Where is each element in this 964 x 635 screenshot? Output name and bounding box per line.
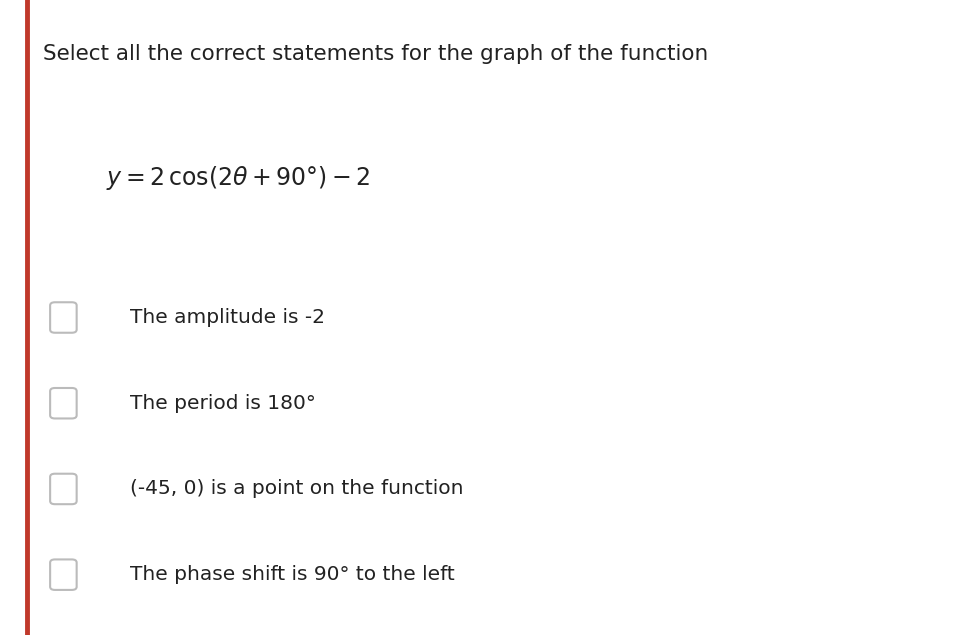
Text: The phase shift is 90° to the left: The phase shift is 90° to the left bbox=[130, 565, 455, 584]
FancyBboxPatch shape bbox=[50, 388, 77, 418]
FancyBboxPatch shape bbox=[50, 302, 77, 333]
FancyBboxPatch shape bbox=[50, 559, 77, 590]
Text: The period is 180°: The period is 180° bbox=[130, 394, 316, 413]
FancyBboxPatch shape bbox=[50, 474, 77, 504]
Text: The amplitude is -2: The amplitude is -2 bbox=[130, 308, 325, 327]
Text: (-45, 0) is a point on the function: (-45, 0) is a point on the function bbox=[130, 479, 464, 498]
Text: $y = 2\,\mathrm{cos}(2\theta + 90°) - 2$: $y = 2\,\mathrm{cos}(2\theta + 90°) - 2$ bbox=[106, 164, 370, 192]
Text: Select all the correct statements for the graph of the function: Select all the correct statements for th… bbox=[43, 44, 709, 64]
